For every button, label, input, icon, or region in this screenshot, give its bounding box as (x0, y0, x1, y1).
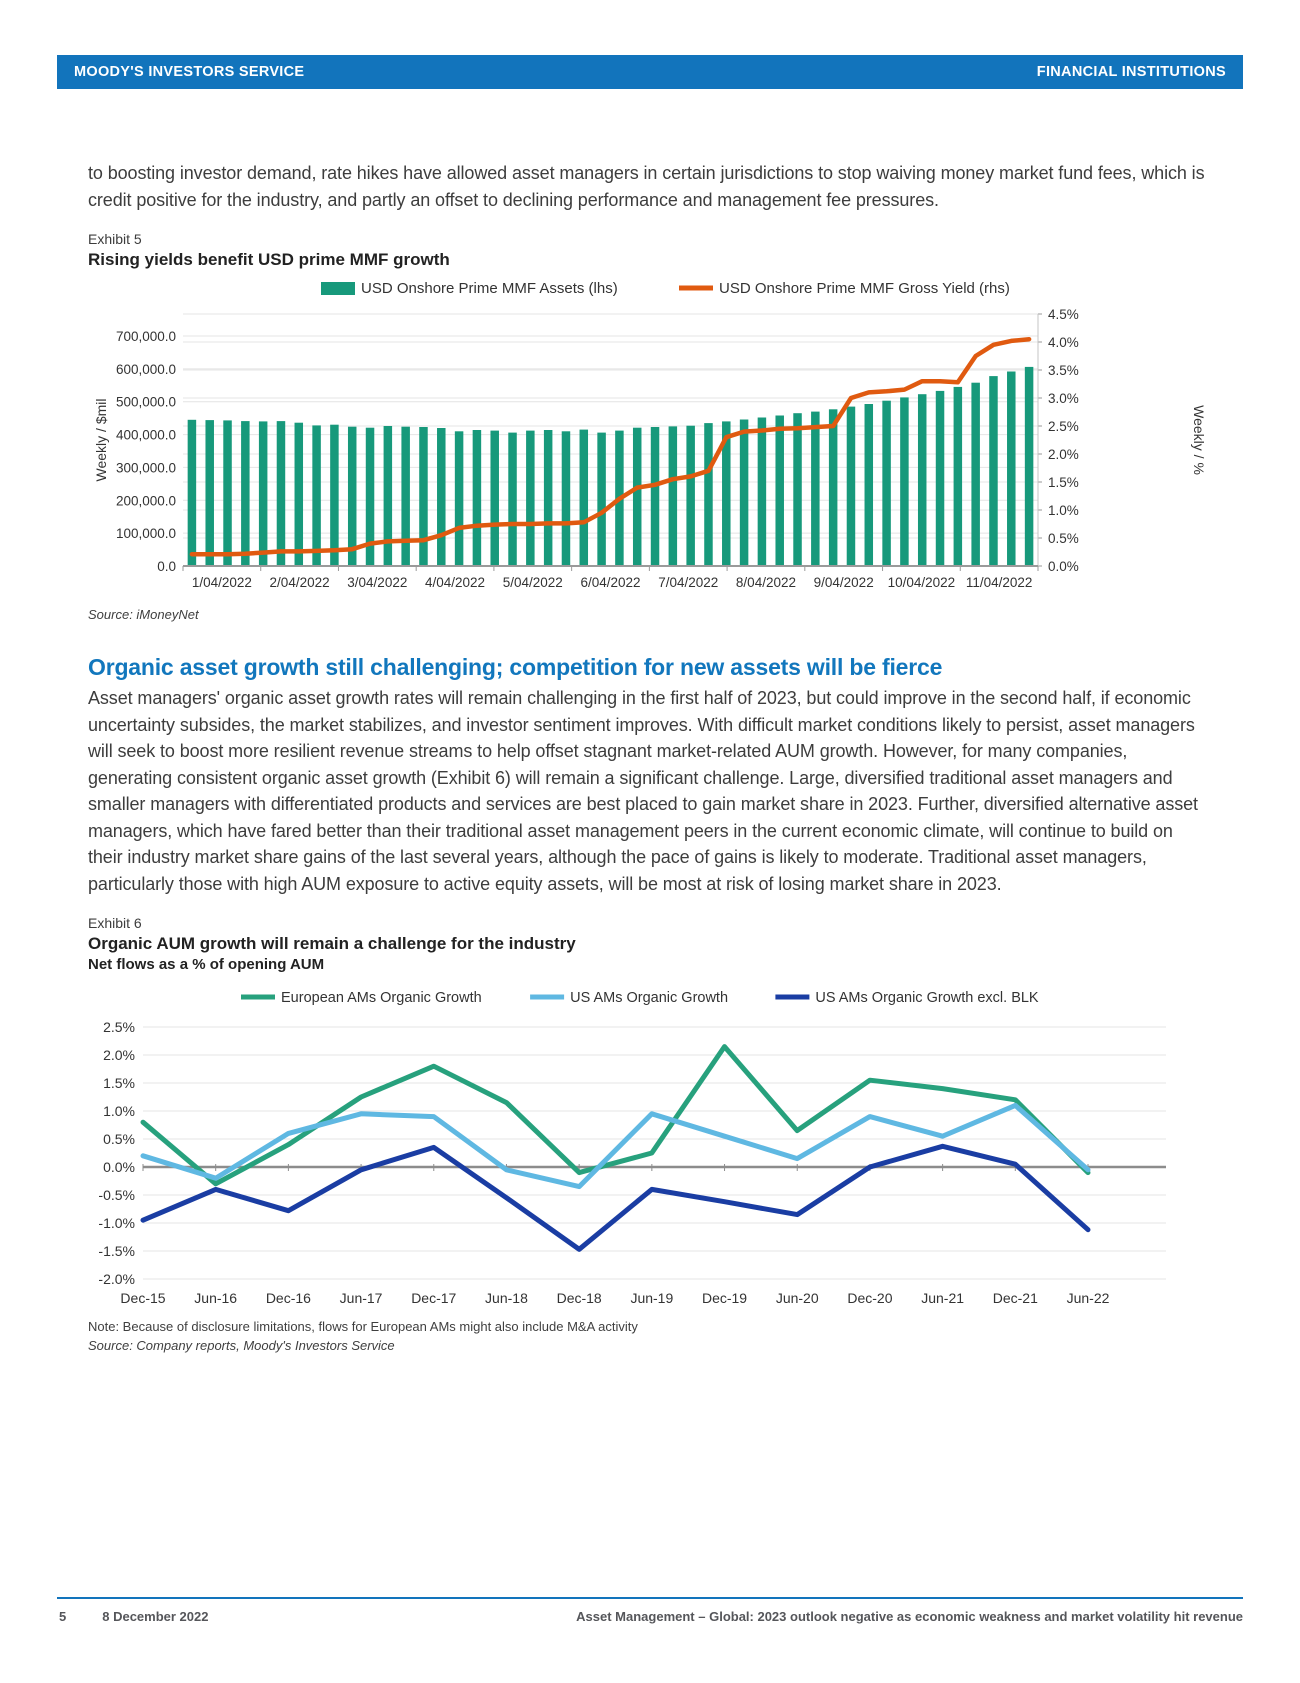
header-brand: MOODY'S INVESTORS SERVICE (74, 64, 305, 80)
footer-report-title: Asset Management – Global: 2023 outlook … (576, 1609, 1243, 1624)
exhibit5-source: Source: iMoneyNet (88, 607, 199, 622)
svg-text:Dec-21: Dec-21 (993, 1290, 1038, 1306)
svg-text:600,000.0: 600,000.0 (116, 362, 176, 377)
svg-text:3.5%: 3.5% (1048, 363, 1079, 378)
svg-text:Jun-22: Jun-22 (1067, 1290, 1110, 1306)
svg-text:1/04/2022: 1/04/2022 (192, 575, 252, 590)
svg-text:0.5%: 0.5% (103, 1131, 135, 1147)
legend-label-yield: USD Onshore Prime MMF Gross Yield (rhs) (719, 280, 1010, 297)
page-content: to boosting investor demand, rate hikes … (88, 160, 1212, 1353)
svg-text:1.0%: 1.0% (103, 1103, 135, 1119)
chart2-legend: European AMs Organic Growth US AMs Organi… (241, 990, 1039, 1006)
chart1-right-axis-title: Weekly / % (1191, 405, 1207, 475)
svg-text:Dec-17: Dec-17 (411, 1290, 456, 1306)
svg-text:2.5%: 2.5% (1048, 419, 1079, 434)
svg-text:700,000.0: 700,000.0 (116, 329, 176, 344)
legend-label-2: US AMs Organic Growth excl. BLK (815, 990, 1039, 1006)
exhibit5-title: Rising yields benefit USD prime MMF grow… (88, 250, 450, 269)
header-bar: MOODY'S INVESTORS SERVICE FINANCIAL INST… (57, 55, 1243, 89)
svg-text:0.0%: 0.0% (1048, 559, 1079, 574)
header-section: FINANCIAL INSTITUTIONS (1036, 64, 1226, 80)
svg-text:2/04/2022: 2/04/2022 (270, 575, 330, 590)
svg-text:300,000.0: 300,000.0 (116, 460, 176, 475)
exhibit5-chart: USD Onshore Prime MMF Assets (lhs) USD On… (93, 280, 1207, 590)
chart2-x-axis: Dec-15 Jun-16 Dec-16 Jun-17 Dec-17 Jun-18 Dec-… (120, 1164, 1110, 1306)
footer-page-number: 5 (59, 1609, 67, 1624)
footer-date: 8 December 2022 (102, 1609, 209, 1624)
exhibit6-subtitle: Net flows as a % of opening AUM (88, 956, 325, 973)
svg-text:-1.0%: -1.0% (98, 1215, 135, 1231)
chart2-series-line-1 (140, 1102, 1091, 1190)
exhibit6-chart: European AMs Organic Growth US AMs Organi… (98, 990, 1166, 1306)
svg-text:5/04/2022: 5/04/2022 (503, 575, 563, 590)
svg-text:Dec-19: Dec-19 (702, 1290, 747, 1306)
legend-label-1: US AMs Organic Growth (570, 990, 728, 1006)
exhibit6-source: Source: Company reports, Moody's Investo… (88, 1338, 395, 1353)
svg-text:2.0%: 2.0% (103, 1047, 135, 1063)
svg-text:Dec-20: Dec-20 (847, 1290, 892, 1306)
svg-text:4/04/2022: 4/04/2022 (425, 575, 485, 590)
chart1-legend: USD Onshore Prime MMF Assets (lhs) USD On… (321, 280, 1010, 297)
svg-text:4.5%: 4.5% (1048, 307, 1079, 322)
svg-text:Dec-16: Dec-16 (266, 1290, 311, 1306)
svg-text:10/04/2022: 10/04/2022 (888, 575, 956, 590)
legend-label-0: European AMs Organic Growth (281, 990, 482, 1006)
exhibit6-label: Exhibit 6 (88, 915, 142, 931)
svg-text:Jun-19: Jun-19 (630, 1290, 673, 1306)
svg-text:2.0%: 2.0% (1048, 447, 1079, 462)
chart1-x-axis-labels: 1/04/2022 2/04/2022 3/04/2022 4/04/2022 5/04… (182, 566, 1039, 590)
svg-text:6/04/2022: 6/04/2022 (580, 575, 640, 590)
svg-text:7/04/2022: 7/04/2022 (658, 575, 718, 590)
svg-text:500,000.0: 500,000.0 (116, 395, 176, 410)
svg-text:200,000.0: 200,000.0 (116, 493, 176, 508)
svg-text:11/04/2022: 11/04/2022 (966, 575, 1033, 590)
svg-text:0.0%: 0.0% (103, 1159, 135, 1175)
svg-text:-1.5%: -1.5% (98, 1243, 135, 1259)
svg-text:100,000.0: 100,000.0 (116, 526, 176, 541)
svg-text:Jun-16: Jun-16 (194, 1290, 237, 1306)
legend-swatch-assets (321, 282, 355, 295)
exhibit5-label: Exhibit 5 (88, 231, 142, 247)
exhibit6-note: Note: Because of disclosure limitations,… (88, 1319, 638, 1334)
svg-text:400,000.0: 400,000.0 (116, 428, 176, 443)
chart2-gridlines: 2.5% 2.0% 1.5% 1.0% 0.5% 0.0% -0.5% -1.0% -1.5% -… (98, 1019, 1166, 1287)
svg-text:Dec-18: Dec-18 (557, 1290, 602, 1306)
section-paragraph: Asset managers' organic asset growth rat… (88, 688, 1198, 894)
svg-text:0.5%: 0.5% (1048, 531, 1079, 546)
footer: 5 8 December 2022 Asset Management – Glo… (57, 1597, 1243, 1624)
svg-text:2.5%: 2.5% (103, 1019, 135, 1035)
chart1-yield-line (189, 336, 1032, 557)
chart1-assets-bars (187, 366, 1034, 566)
chart2-series-line-2 (140, 1143, 1091, 1252)
svg-text:Jun-17: Jun-17 (340, 1290, 383, 1306)
svg-text:Jun-21: Jun-21 (921, 1290, 964, 1306)
svg-text:Jun-20: Jun-20 (776, 1290, 819, 1306)
svg-text:1.5%: 1.5% (103, 1075, 135, 1091)
svg-text:-0.5%: -0.5% (98, 1187, 135, 1203)
svg-text:9/04/2022: 9/04/2022 (814, 575, 874, 590)
legend-label-assets: USD Onshore Prime MMF Assets (lhs) (361, 280, 618, 297)
svg-text:Jun-18: Jun-18 (485, 1290, 528, 1306)
svg-text:Dec-15: Dec-15 (120, 1290, 165, 1306)
svg-text:-2.0%: -2.0% (98, 1271, 135, 1287)
chart1-left-axis-labels: 0.0 100,000.0 200,000.0 300,000.0 400,000.0 5… (116, 329, 176, 574)
svg-text:3/04/2022: 3/04/2022 (347, 575, 407, 590)
section-heading: Organic asset growth still challenging; … (88, 654, 943, 680)
svg-text:1.5%: 1.5% (1048, 475, 1079, 490)
chart1-left-axis-title: Weekly / $mil (93, 399, 109, 482)
chart2-series-line-0 (140, 1044, 1091, 1187)
svg-text:1.0%: 1.0% (1048, 503, 1079, 518)
svg-text:0.0: 0.0 (157, 559, 176, 574)
exhibit6-title: Organic AUM growth will remain a challen… (88, 934, 576, 953)
svg-text:4.0%: 4.0% (1048, 335, 1079, 350)
chart1-gridlines (183, 313, 1038, 539)
svg-text:3.0%: 3.0% (1048, 391, 1079, 406)
intro-paragraph: to boosting investor demand, rate hikes … (88, 163, 1205, 210)
svg-text:8/04/2022: 8/04/2022 (736, 575, 796, 590)
chart1-right-axis-labels: 0.0% 0.5% 1.0% 1.5% 2.0% 2.5% 3.0% 3.5% 4.0% 4.5% (1038, 307, 1079, 574)
